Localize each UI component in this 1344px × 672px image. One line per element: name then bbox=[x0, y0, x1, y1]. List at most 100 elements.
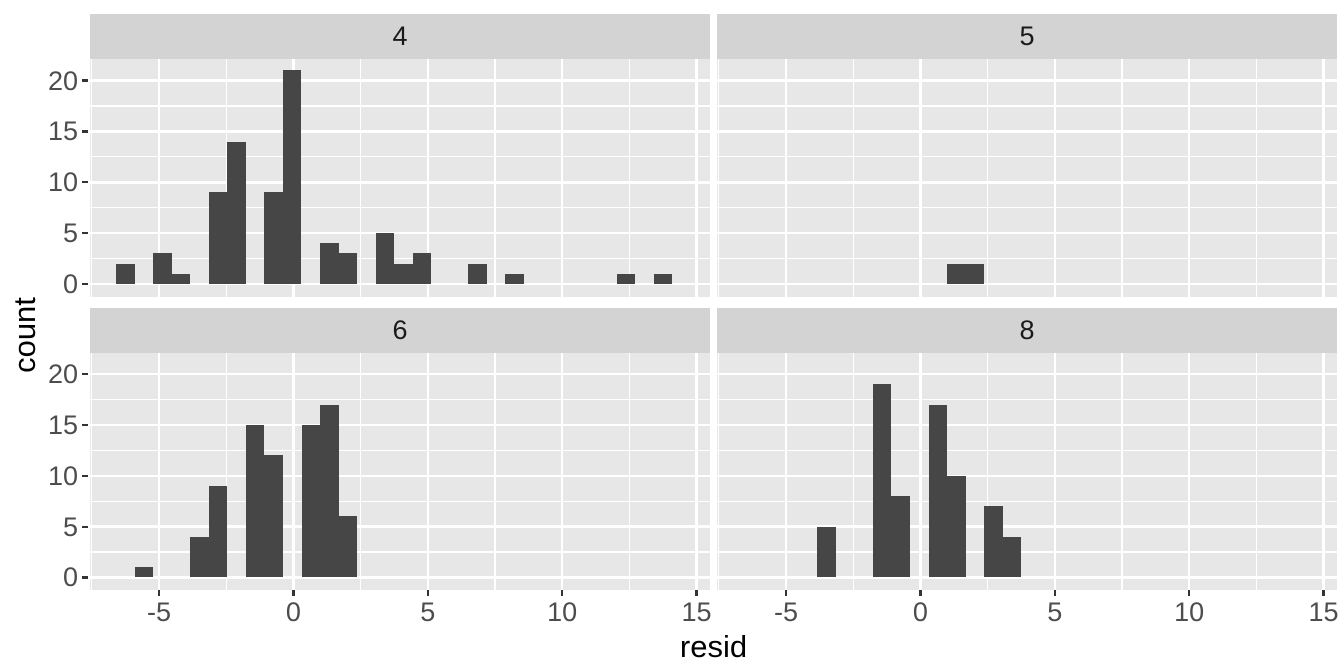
facet-strip-8: 8 bbox=[717, 307, 1337, 353]
histogram-bar bbox=[264, 455, 283, 578]
histogram-bar bbox=[320, 243, 339, 284]
gridline-x-minor bbox=[852, 352, 854, 590]
histogram-bar bbox=[928, 404, 948, 578]
gridline-y-major bbox=[90, 181, 710, 184]
histogram-bar bbox=[375, 233, 395, 284]
gridline-x-major bbox=[560, 59, 564, 297]
facet-strip-label: 8 bbox=[1019, 314, 1035, 345]
gridline-x-minor bbox=[987, 59, 989, 297]
gridline-x-major bbox=[695, 352, 698, 590]
gridline-x-minor bbox=[628, 59, 630, 297]
y-tick-mark bbox=[82, 576, 88, 579]
gridline-x-major bbox=[784, 352, 788, 590]
gridline-y-minor bbox=[717, 257, 1337, 260]
histogram-bar bbox=[116, 263, 135, 284]
facet-panel-4 bbox=[90, 59, 710, 297]
y-tick-mark bbox=[82, 130, 88, 133]
y-tick-mark bbox=[82, 232, 88, 235]
gridline-x-major bbox=[1187, 59, 1191, 297]
gridline-x-minor bbox=[494, 59, 496, 297]
facet-strip-5: 5 bbox=[717, 14, 1337, 59]
gridline-y-minor bbox=[717, 500, 1337, 502]
gridline-x-minor bbox=[1255, 59, 1257, 297]
gridline-y-major bbox=[90, 576, 710, 579]
x-tick-mark bbox=[1188, 590, 1191, 596]
gridline-y-minor bbox=[717, 207, 1337, 209]
x-tick-label: 0 bbox=[285, 597, 301, 627]
histogram-bar bbox=[208, 192, 228, 284]
gridline-y-minor bbox=[90, 500, 710, 502]
histogram-bar bbox=[153, 253, 172, 284]
gridline-x-major bbox=[560, 352, 564, 590]
y-tick-mark bbox=[82, 423, 88, 426]
histogram-bar bbox=[817, 526, 836, 578]
y-tick-mark bbox=[82, 181, 88, 184]
gridline-x-major bbox=[919, 59, 922, 297]
histogram-bar bbox=[208, 485, 228, 578]
gridline-x-major bbox=[426, 59, 430, 297]
histogram-bar bbox=[468, 263, 487, 284]
histogram-bar bbox=[134, 567, 154, 578]
gridline-y-major bbox=[717, 423, 1337, 427]
gridline-x-major bbox=[1053, 59, 1057, 297]
histogram-bar bbox=[171, 273, 191, 284]
y-tick-label: 20 bbox=[47, 65, 78, 96]
x-tick-label: 5 bbox=[420, 597, 436, 627]
facet-strip-4: 4 bbox=[90, 14, 710, 59]
gridline-y-major bbox=[90, 474, 710, 478]
y-tick-mark bbox=[82, 525, 88, 528]
histogram-bar bbox=[338, 516, 358, 578]
x-tick-label: 10 bbox=[547, 597, 578, 627]
x-tick-mark bbox=[426, 590, 429, 596]
gridline-x-minor bbox=[628, 352, 630, 590]
gridline-x-major bbox=[1053, 352, 1057, 590]
y-tick-mark bbox=[82, 282, 88, 286]
gridline-x-major bbox=[157, 352, 161, 590]
histogram-bar bbox=[891, 496, 910, 578]
gridline-y-major bbox=[717, 282, 1337, 286]
gridline-x-minor bbox=[718, 352, 720, 590]
facet-panel-8 bbox=[717, 352, 1337, 590]
gridline-y-major bbox=[90, 525, 710, 528]
histogram-bar bbox=[301, 424, 321, 578]
histogram-bar bbox=[872, 384, 892, 578]
gridline-y-minor bbox=[717, 398, 1337, 401]
x-tick-label: 5 bbox=[1047, 597, 1063, 627]
gridline-x-minor bbox=[360, 352, 362, 590]
x-tick-mark bbox=[784, 590, 788, 596]
gridline-x-minor bbox=[1121, 59, 1123, 297]
x-tick-mark bbox=[1322, 590, 1325, 596]
histogram-bar bbox=[338, 253, 358, 284]
gridline-y-minor bbox=[90, 207, 710, 209]
x-tick-label: 15 bbox=[681, 597, 712, 627]
gridline-x-minor bbox=[1255, 352, 1257, 590]
gridline-x-minor bbox=[852, 59, 854, 297]
gridline-x-major bbox=[157, 59, 161, 297]
histogram-bar bbox=[616, 273, 636, 284]
histogram-bar bbox=[227, 141, 246, 284]
gridline-y-minor bbox=[717, 551, 1337, 553]
gridline-x-minor bbox=[494, 352, 496, 590]
facet-strip-label: 6 bbox=[392, 314, 408, 345]
y-tick-label: 0 bbox=[62, 562, 78, 593]
gridline-x-minor bbox=[1121, 352, 1123, 590]
gridline-x-minor bbox=[360, 59, 362, 297]
y-tick-label: 10 bbox=[47, 167, 78, 198]
y-tick-label: 15 bbox=[47, 116, 78, 147]
gridline-y-minor bbox=[717, 156, 1337, 158]
y-tick-label: 5 bbox=[62, 511, 78, 542]
x-tick-mark bbox=[1053, 590, 1056, 596]
x-tick-mark bbox=[695, 590, 698, 596]
gridline-y-major bbox=[717, 79, 1337, 82]
gridline-y-major bbox=[717, 576, 1337, 579]
gridline-x-major bbox=[292, 352, 295, 590]
gridline-x-major bbox=[1322, 352, 1325, 590]
gridline-x-major bbox=[919, 352, 922, 590]
gridline-y-major bbox=[90, 372, 710, 376]
histogram-bar bbox=[505, 273, 524, 284]
gridline-x-minor bbox=[225, 59, 227, 297]
y-tick-label: 15 bbox=[47, 409, 78, 440]
gridline-y-major bbox=[717, 474, 1337, 478]
gridline-x-major bbox=[784, 59, 788, 297]
